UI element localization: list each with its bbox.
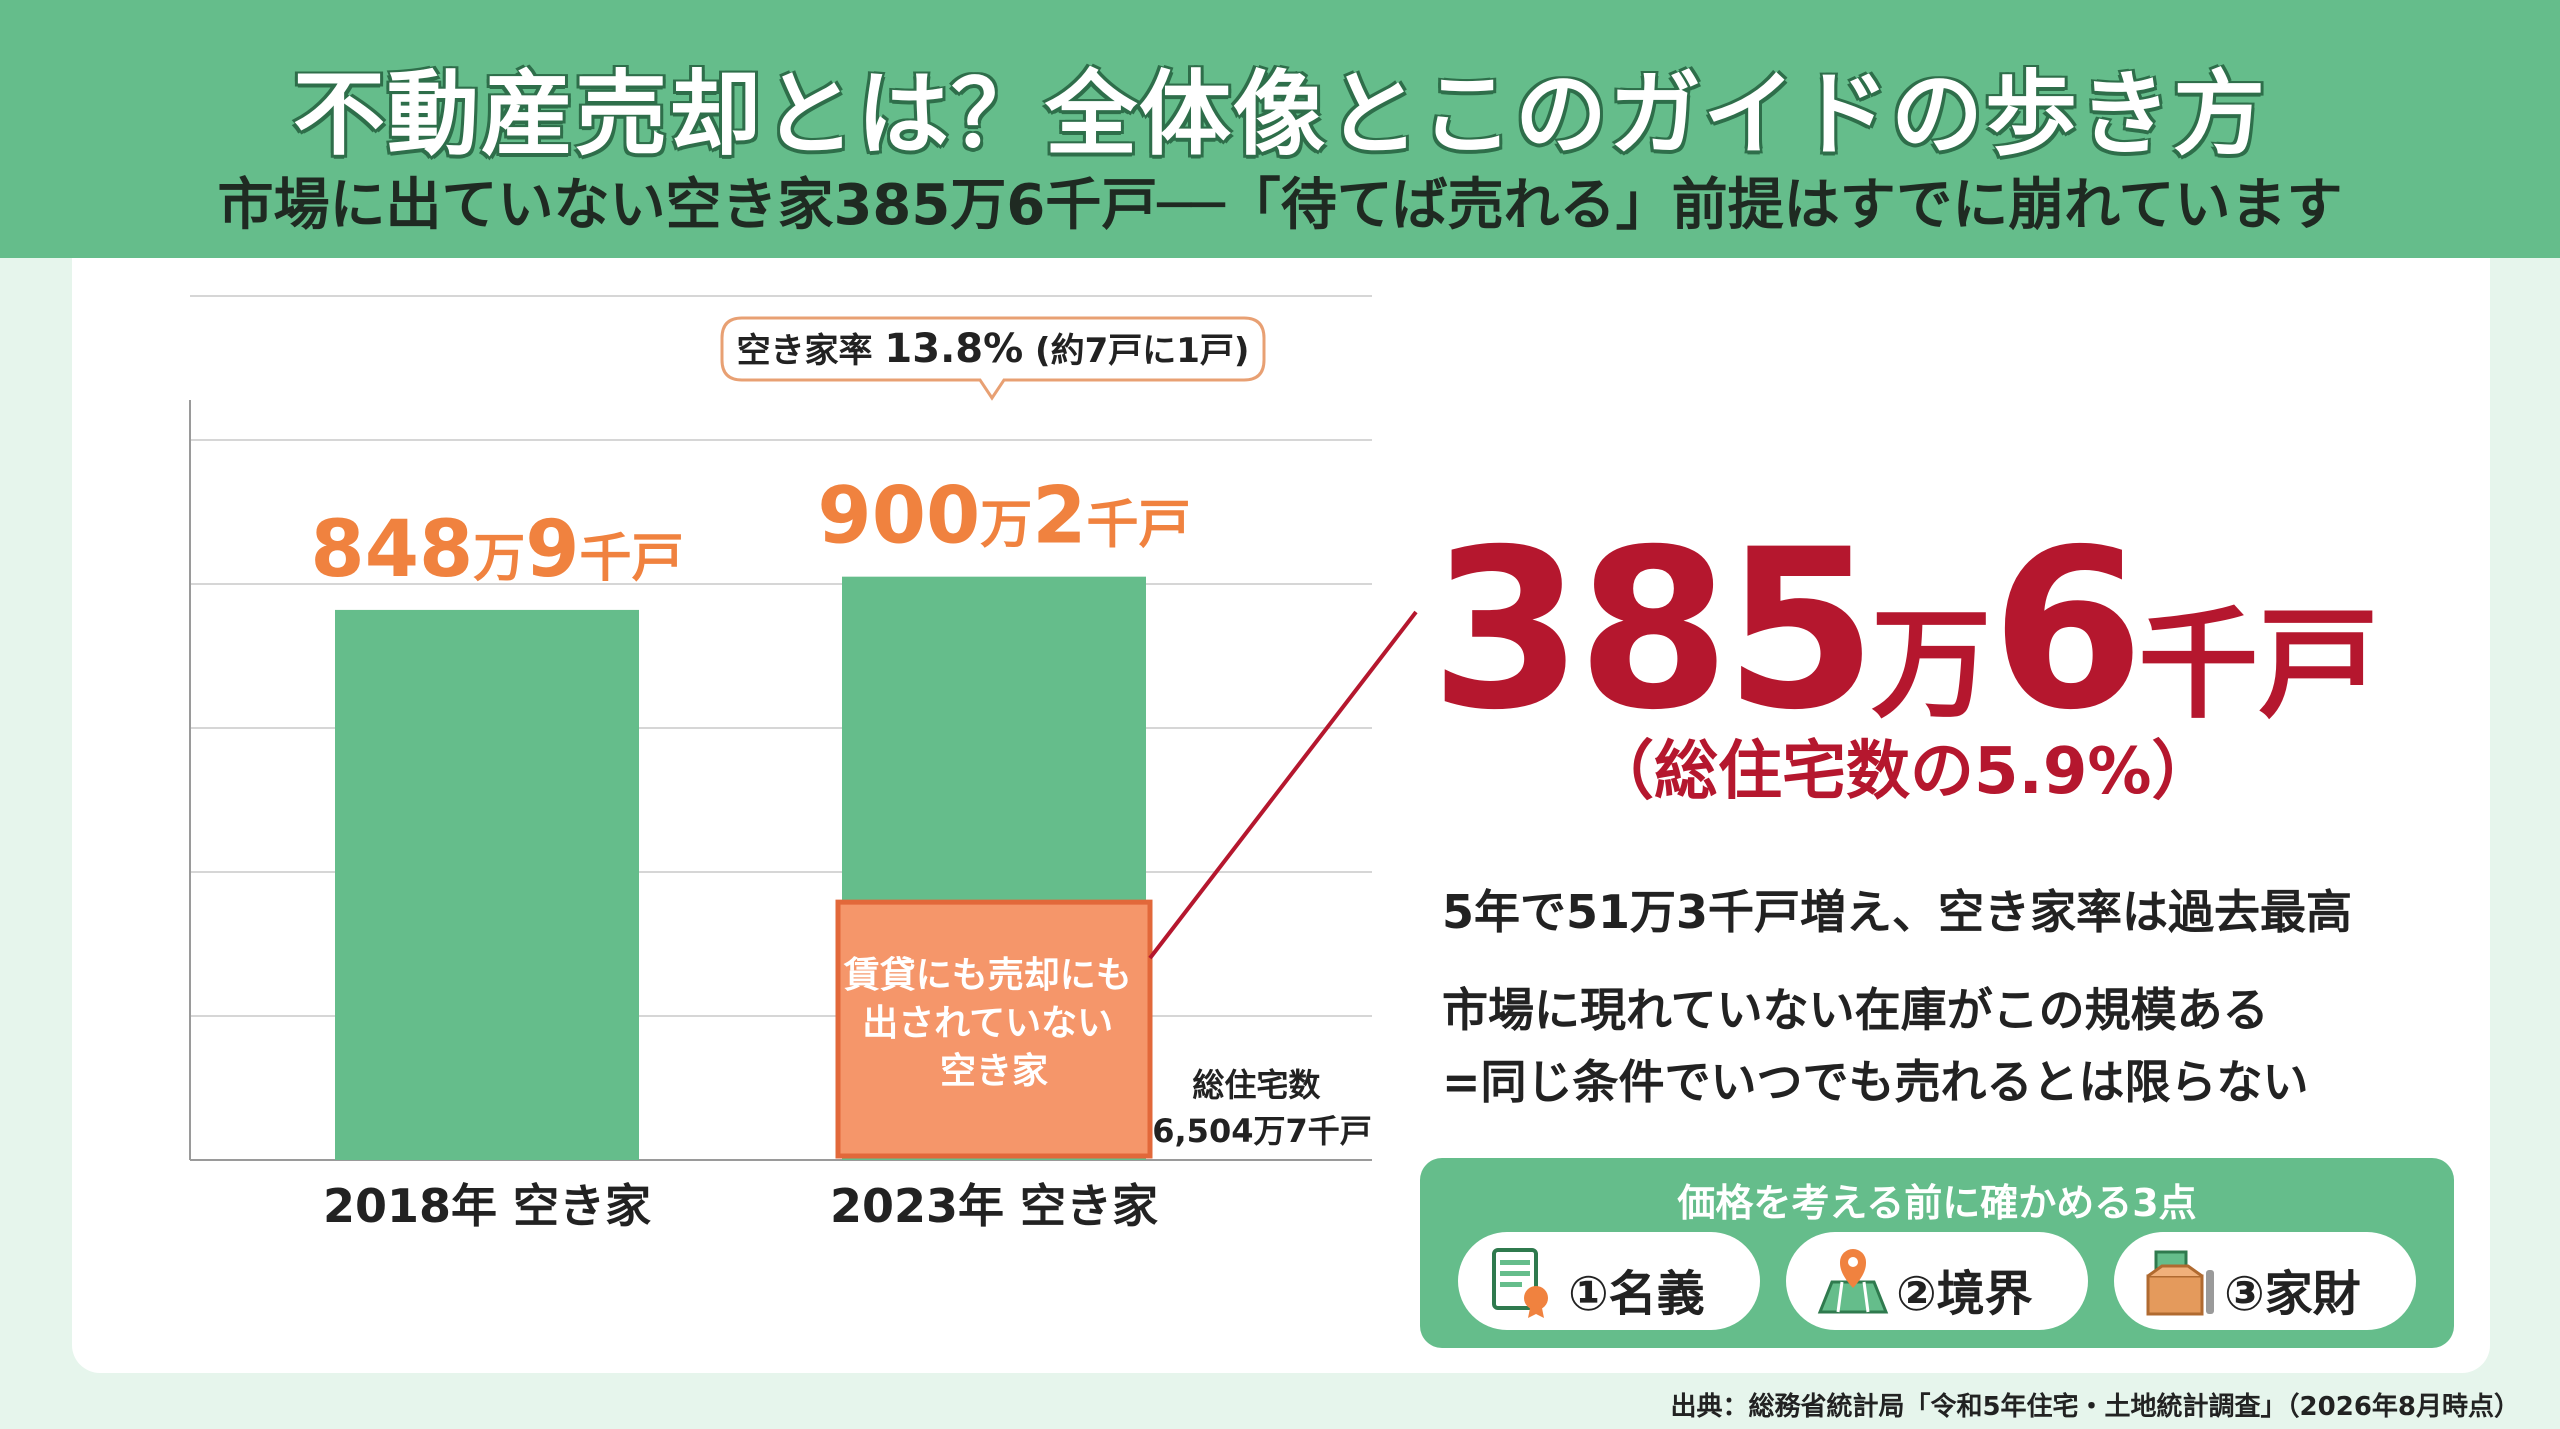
highlight-percent: （総住宅数の5.9%）	[1590, 735, 2216, 809]
bar-value-label-2018: 848万9千戸	[310, 505, 683, 595]
page-title: 不動産売却とは？全体像とこのガイドの歩き方	[292, 61, 2267, 168]
category-label-2023: 2023年 空き家	[830, 1179, 1158, 1233]
checklist-title: 価格を考える前に確かめる3点	[1677, 1181, 2197, 1225]
note-line-2: 市場に現れていない在庫がこの規模ある	[1442, 983, 2269, 1037]
vacancy-rate-callout: 空き家率 13.8% (約7戸に1戸)	[720, 316, 1266, 401]
checklist-item-label: ②境界	[1896, 1266, 2033, 1322]
category-label-2018: 2018年 空き家	[323, 1179, 651, 1233]
segment-label: 賃貸にも売却にも 出されていない 空き家	[843, 955, 1145, 1092]
bar-2018	[335, 609, 639, 1160]
bar-value-label-2023: 900万2千戸	[817, 472, 1190, 562]
total-housing-note: 総住宅数 6,504万7千戸	[1152, 1066, 1372, 1150]
header-banner: 不動産売却とは？全体像とこのガイドの歩き方 市場に出ていない空き家385万6千戸…	[0, 0, 2560, 258]
callout-text: 空き家率 13.8% (約7戸に1戸)	[737, 326, 1250, 372]
note-line-1: 5年で51万3千戸増え、空き家率は過去最高	[1442, 885, 2353, 939]
highlight-number: 385万6千戸	[1430, 502, 2379, 758]
callout-bubble	[720, 316, 1266, 401]
page-subtitle: 市場に出ていない空き家385万6千戸──「待てば売れる」前提はすでに崩れています	[217, 173, 2343, 238]
checklist-item-label: ③家財	[2224, 1266, 2361, 1322]
checklist-panel: 価格を考える前に確かめる3点 ①名義 ②境界 ③家財	[1420, 1158, 2454, 1348]
callout-connector-line	[1148, 610, 1418, 960]
checklist-item-ownership: ①名義	[1458, 1232, 1760, 1330]
source-citation: 出典：総務省統計局「令和5年住宅・土地統計調査」（2026年8月時点）	[1670, 1392, 2520, 1422]
unlisted-vacancy-segment	[835, 899, 1153, 1159]
moving-box-icon	[2146, 1250, 2214, 1316]
checklist-item-belongings: ③家財	[2114, 1232, 2416, 1330]
map-pin-icon	[1817, 1249, 1889, 1314]
document-certificate-icon	[1492, 1248, 1548, 1318]
note-line-3: =同じ条件でいつでも売れるとは限らない	[1442, 1055, 2309, 1109]
checklist-item-label: ①名義	[1568, 1266, 1705, 1322]
checklist-item-boundary: ②境界	[1786, 1232, 2088, 1330]
